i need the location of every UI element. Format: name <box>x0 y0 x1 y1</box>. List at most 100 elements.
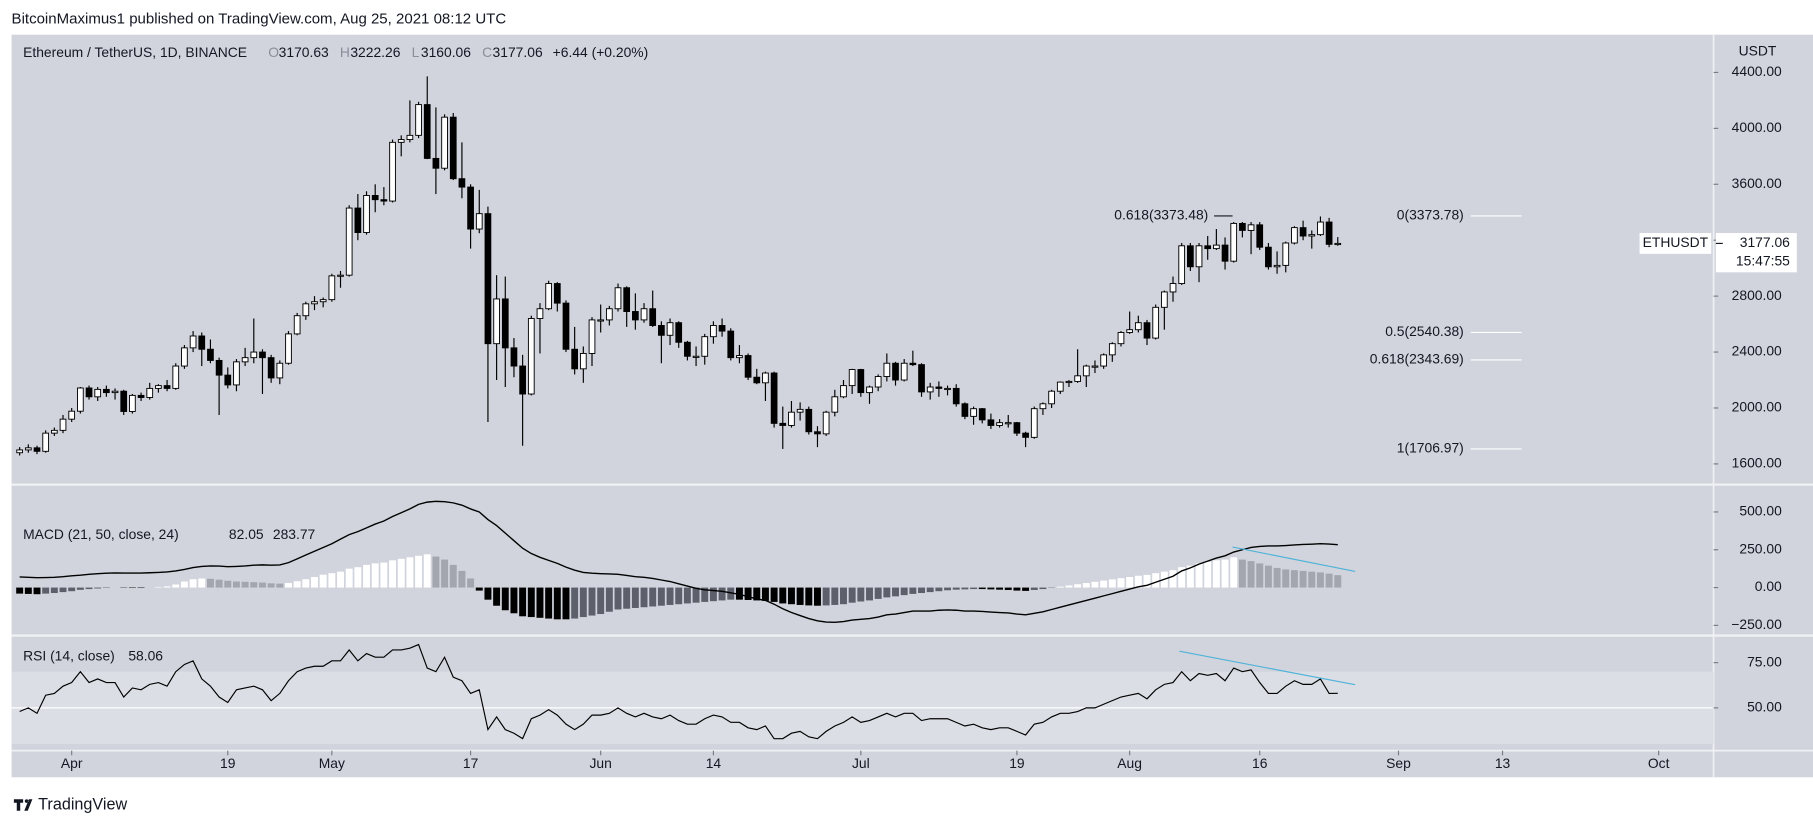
macd-histogram-bar <box>250 582 257 587</box>
candle-body <box>745 356 751 378</box>
macd-histogram-bar <box>970 588 977 590</box>
macd-histogram-bar <box>328 573 335 587</box>
candle-body <box>476 214 482 229</box>
macd-histogram-bar <box>1022 588 1029 591</box>
candle-body <box>1031 409 1037 438</box>
macd-histogram-bar <box>363 565 370 588</box>
chart-title: Ethereum / TetherUS, 1D, BINANCE <box>23 44 247 60</box>
fib-label: 0.618(3373.48) <box>1114 207 1208 223</box>
candle-body <box>416 105 422 136</box>
x-tick-label: Sep <box>1386 755 1411 771</box>
candle-body <box>121 391 127 411</box>
fib-label: 0.5(2540.38) <box>1385 323 1464 339</box>
candle-body <box>1144 323 1150 338</box>
macd-histogram-bar <box>1031 588 1038 590</box>
x-tick-label: 14 <box>706 755 722 771</box>
candle-body <box>51 430 57 433</box>
macd-histogram-bar <box>1213 560 1220 587</box>
fib-label: 0(3373.78) <box>1397 207 1464 223</box>
macd-histogram-bar <box>953 588 960 590</box>
macd-histogram-bar <box>77 588 84 590</box>
macd-histogram-bar <box>866 588 873 601</box>
candle-body <box>598 320 604 321</box>
macd-histogram-bar <box>675 588 682 605</box>
candle-body <box>867 387 873 393</box>
macd-hist-value: 82.05 <box>229 526 264 542</box>
macd-title: MACD (21, 50, close, 24) <box>23 526 179 542</box>
macd-histogram-bar <box>372 563 379 587</box>
candle-body <box>910 363 916 364</box>
y-tick-label: 4400.00 <box>1732 63 1782 79</box>
macd-histogram-bar <box>909 588 916 594</box>
macd-histogram-bar <box>16 588 23 594</box>
macd-histogram-bar <box>181 582 188 588</box>
candle-body <box>632 312 638 320</box>
candle-body <box>615 288 621 309</box>
candle-body <box>216 360 222 375</box>
candle-body <box>225 375 231 385</box>
macd-histogram-bar <box>1326 574 1333 588</box>
macd-histogram-bar <box>1291 570 1298 587</box>
macd-histogram-bar <box>285 583 292 588</box>
candle-body <box>728 331 734 358</box>
macd-histogram-bar <box>302 579 309 587</box>
candle-body <box>1222 245 1228 261</box>
candle-body <box>1248 225 1254 231</box>
macd-histogram-bar <box>918 588 925 593</box>
macd-histogram-bar <box>86 588 93 590</box>
candle-body <box>1292 228 1298 243</box>
candle-body <box>1109 344 1115 355</box>
candle-body <box>1309 235 1315 236</box>
macd-histogram-bar <box>814 588 821 606</box>
candle-body <box>86 388 92 397</box>
macd-histogram-bar <box>441 560 448 588</box>
macd-histogram-bar <box>1230 557 1237 587</box>
macd-histogram-bar <box>216 580 223 588</box>
macd-histogram-bar <box>346 569 353 588</box>
macd-histogram-bar <box>1282 569 1289 587</box>
candle-body <box>260 352 266 358</box>
candle-body <box>138 395 144 397</box>
macd-histogram-bar <box>1239 560 1246 588</box>
macd-histogram-bar <box>597 588 604 614</box>
x-tick-label: Jun <box>589 755 611 771</box>
candle-body <box>823 412 829 434</box>
candle-body <box>1257 225 1263 247</box>
y-tick-label: 0.00 <box>1755 578 1782 594</box>
candle-body <box>442 117 448 168</box>
candle-body <box>572 349 578 369</box>
candle-body <box>17 450 23 453</box>
candle-body <box>182 348 188 366</box>
candle-body <box>1240 223 1246 230</box>
x-tick-label: Oct <box>1648 755 1670 771</box>
candle-body <box>1187 246 1193 267</box>
macd-histogram-bar <box>615 588 622 610</box>
candle-body <box>34 448 40 451</box>
footer-logo <box>14 799 33 811</box>
macd-histogram-bar <box>901 588 908 596</box>
candle-body <box>1127 330 1133 333</box>
macd-histogram-bar <box>510 588 517 614</box>
macd-histogram-bar <box>337 572 344 588</box>
macd-histogram-bar <box>788 588 795 605</box>
macd-histogram-bar <box>1317 572 1324 587</box>
candle-body <box>815 432 821 434</box>
candle-body <box>424 105 430 159</box>
candle-body <box>901 363 907 380</box>
candle-body <box>563 303 569 349</box>
macd-histogram-bar <box>476 588 483 591</box>
candle-body <box>832 397 838 412</box>
macd-histogram-bar <box>1204 562 1211 588</box>
macd-histogram-bar <box>1057 587 1064 588</box>
macd-histogram-bar <box>935 588 942 592</box>
candle-body <box>1300 228 1306 236</box>
candle-body <box>641 309 647 320</box>
macd-histogram-bar <box>354 567 361 587</box>
candle-body <box>1057 382 1063 391</box>
macd-histogram-bar <box>667 588 674 605</box>
candle-body <box>988 420 994 426</box>
macd-histogram-bar <box>94 588 101 589</box>
candle-body <box>580 353 586 368</box>
candle-body <box>849 370 855 386</box>
